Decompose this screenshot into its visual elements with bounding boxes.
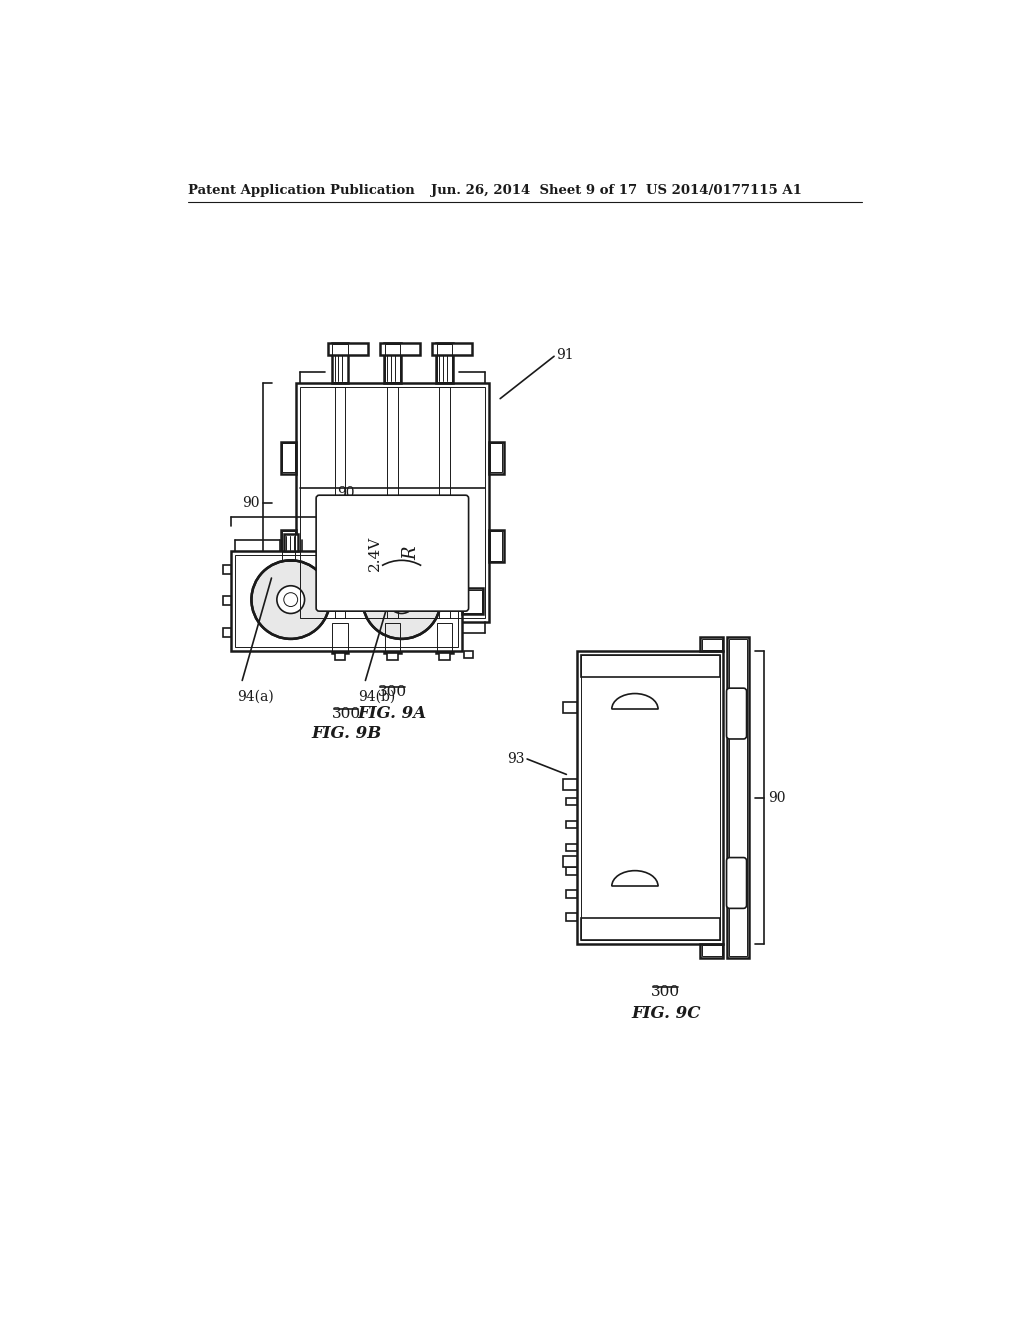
Bar <box>700 638 724 651</box>
Bar <box>234 554 458 647</box>
Bar <box>387 387 397 618</box>
Text: Patent Application Publication: Patent Application Publication <box>188 185 415 197</box>
Bar <box>333 345 348 383</box>
Text: 90: 90 <box>768 791 785 804</box>
Bar <box>230 552 462 651</box>
Bar <box>490 532 503 561</box>
Bar <box>462 589 483 614</box>
Bar <box>387 653 397 660</box>
Bar <box>581 919 720 940</box>
Bar <box>223 565 230 574</box>
Bar <box>437 345 453 383</box>
Bar <box>729 639 748 956</box>
Text: 91: 91 <box>556 347 574 362</box>
Bar <box>283 444 295 473</box>
Bar <box>727 638 749 958</box>
Bar <box>281 529 296 562</box>
Bar <box>488 442 504 474</box>
Text: US 2014/0177115 A1: US 2014/0177115 A1 <box>646 185 803 197</box>
Bar <box>464 651 473 659</box>
Circle shape <box>276 586 304 614</box>
Text: FIG. 9A: FIG. 9A <box>357 705 427 722</box>
Circle shape <box>362 561 441 639</box>
Bar <box>488 529 504 562</box>
Bar <box>281 442 296 474</box>
Bar <box>563 779 578 789</box>
Bar <box>333 623 348 652</box>
Bar <box>328 343 368 355</box>
Bar <box>223 628 230 638</box>
Text: 300: 300 <box>378 685 407 700</box>
Text: 93: 93 <box>507 752 524 766</box>
Bar <box>223 595 230 605</box>
Bar <box>335 387 345 618</box>
Circle shape <box>388 586 416 614</box>
Bar <box>380 343 420 355</box>
Bar <box>566 867 578 875</box>
Bar <box>384 343 400 383</box>
Bar <box>300 387 484 618</box>
Bar <box>436 622 454 653</box>
Bar <box>385 623 400 652</box>
Bar <box>581 655 720 677</box>
Text: 300: 300 <box>651 985 680 999</box>
Text: 90: 90 <box>242 495 259 510</box>
Bar <box>566 913 578 921</box>
Bar <box>463 590 481 612</box>
Bar <box>566 797 578 805</box>
FancyBboxPatch shape <box>727 688 746 739</box>
Bar <box>566 843 578 851</box>
Bar <box>432 343 472 355</box>
Bar <box>332 343 348 383</box>
Bar <box>284 535 298 552</box>
Text: 300: 300 <box>332 706 360 721</box>
Bar <box>700 944 724 958</box>
Bar <box>436 343 454 383</box>
Bar <box>437 623 453 652</box>
Bar <box>566 890 578 898</box>
Bar <box>385 345 400 383</box>
FancyBboxPatch shape <box>316 495 469 611</box>
Bar <box>563 857 578 867</box>
Text: 94(b): 94(b) <box>357 689 395 704</box>
Bar <box>384 622 400 653</box>
Bar <box>332 622 348 653</box>
Bar <box>296 383 488 622</box>
Bar <box>439 387 451 618</box>
Bar <box>283 532 295 561</box>
Text: R: R <box>402 546 421 560</box>
Text: Jun. 26, 2014  Sheet 9 of 17: Jun. 26, 2014 Sheet 9 of 17 <box>431 185 637 197</box>
Bar <box>578 651 724 944</box>
Bar <box>490 444 503 473</box>
Text: FIG. 9C: FIG. 9C <box>631 1005 700 1022</box>
Bar <box>581 655 720 940</box>
FancyBboxPatch shape <box>727 858 746 908</box>
Bar <box>439 653 451 660</box>
Bar <box>563 702 578 713</box>
Bar <box>566 821 578 829</box>
Text: 90: 90 <box>338 486 355 500</box>
Circle shape <box>252 561 330 639</box>
Text: FIG. 9B: FIG. 9B <box>311 725 381 742</box>
Bar <box>701 639 722 649</box>
Bar <box>394 535 409 552</box>
Bar <box>335 653 345 660</box>
Bar <box>701 945 722 956</box>
Text: 2.4V: 2.4V <box>369 536 382 570</box>
Text: 94(a): 94(a) <box>237 689 273 704</box>
